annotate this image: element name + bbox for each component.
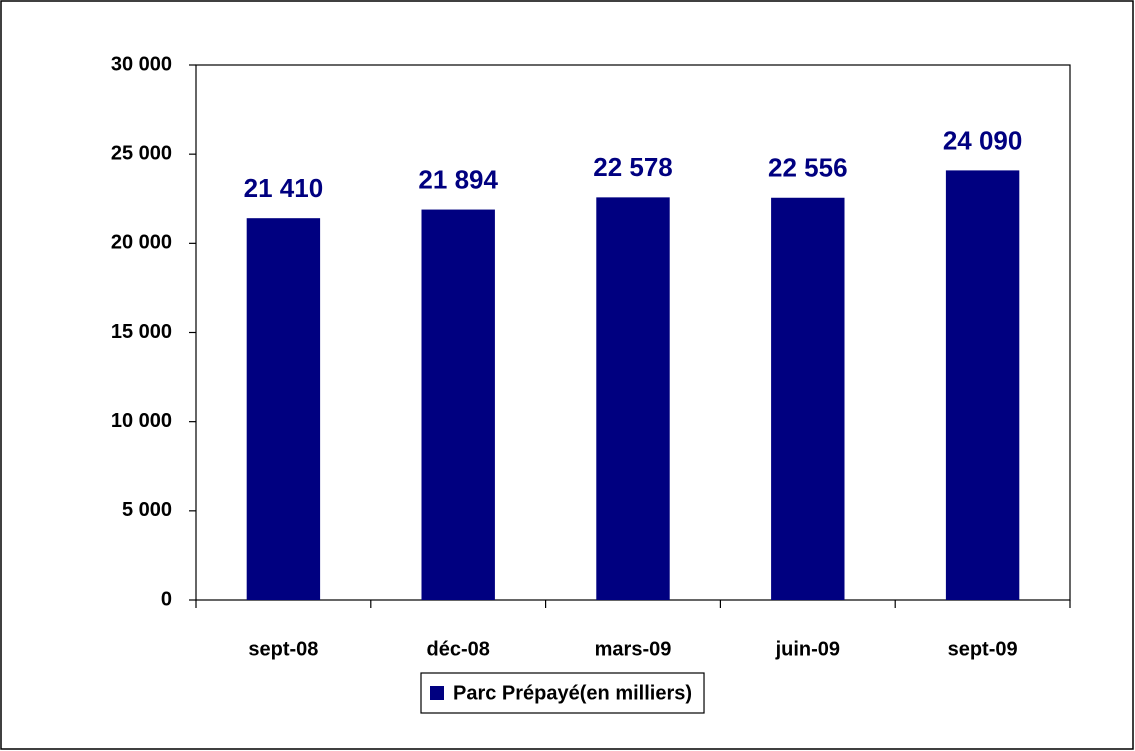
y-tick-label: 5 000	[122, 499, 172, 521]
legend-box	[420, 672, 705, 714]
bar	[246, 218, 321, 600]
legend-swatch	[430, 686, 444, 700]
value-label: 21 894	[418, 164, 498, 194]
y-tick-label: 25 000	[111, 142, 172, 164]
x-tick-label: mars-09	[595, 638, 672, 660]
y-tick-label: 15 000	[111, 321, 172, 343]
value-label: 22 578	[593, 152, 673, 182]
bar	[421, 209, 495, 600]
y-tick-label: 30 000	[111, 53, 172, 75]
y-tick-label: 0	[161, 588, 172, 610]
x-tick-label: juin-09	[775, 638, 840, 660]
x-tick-label: sept-08	[248, 638, 318, 660]
x-tick-label: sept-09	[948, 638, 1018, 660]
bar	[596, 197, 670, 600]
value-label: 22 556	[768, 153, 848, 183]
y-tick-label: 20 000	[111, 232, 172, 254]
value-label: 24 090	[943, 125, 1023, 155]
x-tick-label: déc-08	[427, 638, 490, 660]
y-tick-label: 10 000	[111, 410, 172, 432]
bar	[945, 170, 1020, 600]
bar	[771, 197, 845, 600]
legend-label: Parc Prépayé(en milliers)	[453, 682, 692, 704]
value-label: 21 410	[244, 173, 324, 203]
